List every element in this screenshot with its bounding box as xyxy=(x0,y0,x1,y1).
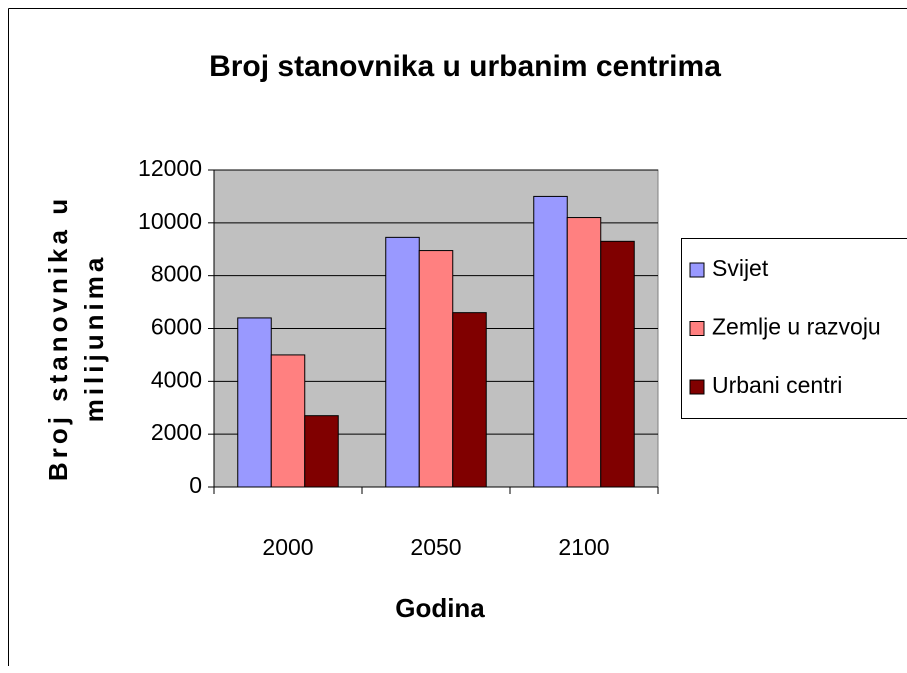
x-tick-label: 2050 xyxy=(410,534,461,560)
bar xyxy=(385,236,420,488)
chart-title: Broj stanovnika u urbanim centrima xyxy=(209,50,721,83)
legend-label: Urbani centri xyxy=(712,372,842,398)
x-tick-label: 2100 xyxy=(558,534,609,560)
legend-label: Svijet xyxy=(712,255,769,281)
y-tick-label: 4000 xyxy=(151,366,202,392)
y-tick-label: 10000 xyxy=(138,208,202,234)
bar xyxy=(600,240,635,488)
legend: Svijet Zemlje u razvoju Urbani centri xyxy=(681,238,907,419)
bar xyxy=(237,317,272,488)
y-axis-label-line: milijunima xyxy=(79,254,109,423)
bar xyxy=(270,354,306,488)
legend-box xyxy=(681,238,907,419)
bar xyxy=(566,217,602,488)
legend-label: Zemlje u razvoju xyxy=(712,314,881,340)
x-tick-label: 2000 xyxy=(262,534,313,560)
y-tick-label: 0 xyxy=(189,472,202,498)
y-axis-label-line: Broj stanovnika u xyxy=(43,195,73,481)
legend-swatch xyxy=(689,262,705,278)
y-axis-label: Broj stanovnika u milijunima xyxy=(43,195,109,481)
x-axis-label: Godina xyxy=(395,593,485,623)
y-tick-label: 12000 xyxy=(138,155,202,181)
y-tick-label: 2000 xyxy=(151,419,202,445)
legend-swatch xyxy=(689,379,705,395)
legend-swatch xyxy=(689,321,705,336)
bar xyxy=(452,312,487,488)
bar xyxy=(304,415,339,488)
y-tick-label: 6000 xyxy=(151,314,202,340)
y-tick-label: 8000 xyxy=(151,261,202,287)
bar xyxy=(418,250,454,488)
bar xyxy=(533,195,568,488)
